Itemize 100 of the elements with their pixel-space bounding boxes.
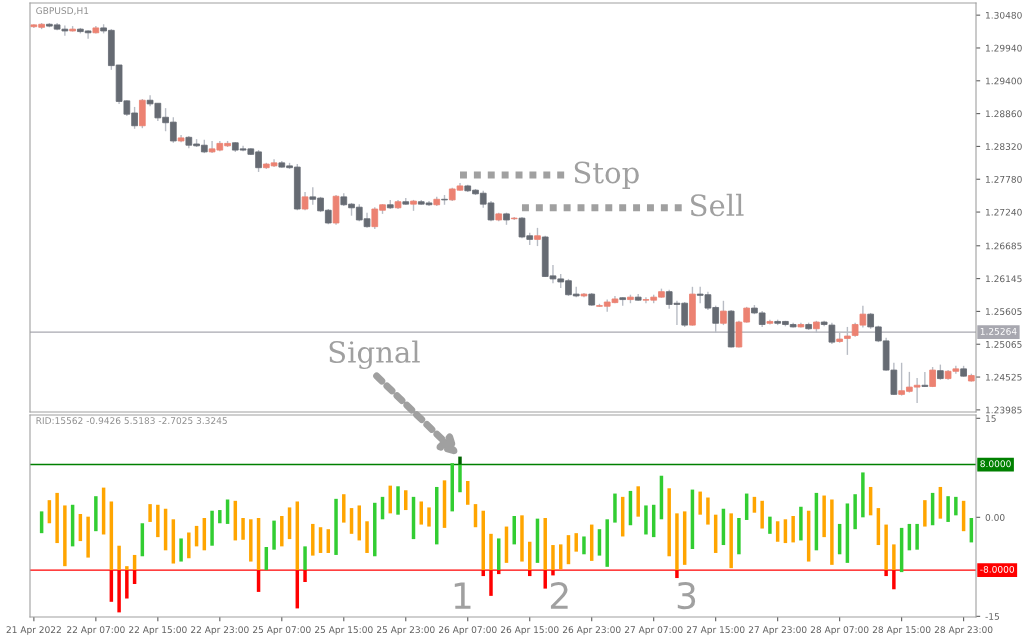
bar (830, 499, 834, 565)
x-tick-label: 26 Apr 07:00 (438, 626, 497, 635)
bar (404, 490, 408, 511)
bar (946, 496, 950, 522)
bar (427, 507, 431, 527)
bar (156, 504, 160, 538)
x-tick-label: 22 Apr 15:00 (129, 626, 187, 635)
bar (861, 472, 865, 518)
bar (249, 519, 253, 562)
y-tick-label: -15 (985, 613, 999, 620)
candlestick (921, 371, 929, 388)
bar (737, 517, 741, 555)
bar (729, 513, 733, 569)
bar (334, 498, 338, 555)
ref-line-label: -8.0000 (980, 565, 1015, 573)
ref-line-label: 1.25264 (980, 327, 1017, 335)
x-tick-label: 21 Apr 2022 (6, 626, 61, 635)
bar (574, 533, 578, 552)
bar (179, 538, 183, 562)
y-tick-label: 1.27780 (986, 175, 1022, 183)
bar (768, 516, 772, 534)
annotation: 1 (454, 582, 471, 609)
bar (63, 505, 67, 567)
x-tick-label: 25 Apr 07:00 (253, 626, 311, 635)
candlestick (534, 227, 541, 247)
annotation: Stop (574, 161, 639, 190)
y-tick-label: 1.25605 (986, 308, 1022, 315)
bar (512, 516, 516, 545)
bar (605, 519, 609, 567)
y-tick-label: 15 (986, 415, 996, 422)
bar (125, 566, 129, 571)
bar (435, 486, 439, 545)
bar (148, 504, 152, 522)
chart-title: GBPUSD,H1 (36, 7, 89, 15)
x-tick-label: 25 Apr 15:00 (315, 626, 373, 635)
bar (94, 496, 98, 532)
x-tick-label: 27 Apr 15:00 (686, 626, 745, 635)
x-tick-label: 22 Apr 07:00 (67, 626, 125, 635)
bar (458, 464, 462, 493)
bar (272, 520, 276, 550)
bar (760, 500, 764, 529)
bar (342, 494, 346, 523)
bar (884, 524, 888, 571)
bar (187, 532, 191, 559)
bar (520, 515, 524, 562)
bar (954, 496, 958, 516)
annotation: Sell (691, 193, 744, 217)
bar (892, 544, 896, 571)
bar (481, 510, 485, 571)
bar (675, 513, 679, 571)
bar (915, 523, 919, 550)
bar (489, 533, 493, 571)
bar (311, 523, 315, 556)
bar (799, 506, 803, 541)
annotation: 3 (677, 581, 696, 610)
x-tick-label: 28 Apr 07:00 (810, 626, 869, 635)
bar (210, 510, 214, 546)
y-tick-label: 1.28320 (986, 143, 1022, 150)
bar (303, 546, 307, 571)
bar (117, 545, 121, 571)
bar (543, 517, 547, 571)
x-tick-label: 26 Apr 15:00 (500, 626, 559, 635)
bar (822, 495, 826, 538)
annotation: Signal (329, 340, 420, 370)
bar (396, 486, 400, 515)
annotation: 2 (550, 581, 568, 609)
bar (373, 502, 377, 557)
x-tick-label: 22 Apr 23:00 (191, 626, 249, 635)
bar (241, 517, 245, 540)
y-tick-label: 1.27240 (986, 208, 1022, 216)
x-tick-label: 26 Apr 23:00 (562, 626, 621, 635)
bar (698, 491, 702, 515)
y-tick-label: 0.00 (985, 514, 1005, 521)
bar (923, 500, 927, 527)
y-tick-label: 1.29400 (986, 77, 1022, 85)
candlestick (720, 300, 727, 326)
bar (706, 497, 710, 525)
y-tick-label: 1.29940 (986, 44, 1022, 52)
y-tick-label: 1.26685 (986, 242, 1022, 250)
bar (667, 488, 671, 557)
bar (644, 505, 648, 535)
bar (551, 545, 555, 571)
y-tick-label: 1.24525 (986, 373, 1022, 381)
y-tick-label: 1.23985 (986, 406, 1022, 414)
bar (55, 492, 59, 544)
bar (280, 516, 284, 547)
bar (218, 510, 222, 524)
bar (365, 521, 369, 553)
bar (853, 494, 857, 530)
x-tick-label: 27 Apr 23:00 (748, 626, 807, 635)
y-tick-label: 1.25065 (986, 340, 1022, 348)
x-tick-label: 28 Apr 15:00 (872, 626, 931, 635)
y-tick-label: 1.26145 (986, 275, 1022, 283)
y-tick-label: 1.28860 (986, 110, 1022, 118)
bar (86, 516, 90, 558)
x-tick-label: 25 Apr 23:00 (377, 626, 435, 635)
bar (636, 486, 640, 517)
bar (458, 456, 462, 465)
bar (791, 516, 795, 543)
x-tick-label: 27 Apr 07:00 (624, 626, 683, 635)
